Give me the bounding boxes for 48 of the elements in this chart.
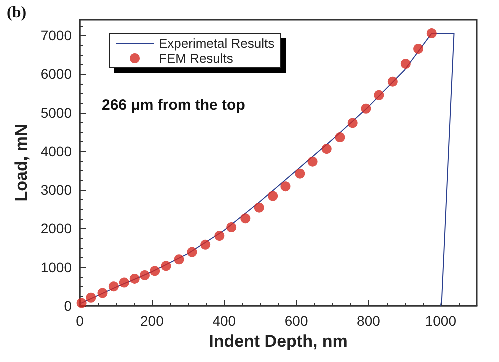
point xyxy=(187,247,198,258)
legend-label: Experimetal Results xyxy=(159,36,276,51)
point xyxy=(140,270,150,280)
point xyxy=(98,288,108,298)
point xyxy=(200,240,211,250)
point xyxy=(174,254,184,265)
point xyxy=(130,274,140,284)
y-tick-label: 2000 xyxy=(40,220,72,237)
y-tick-label: 1000 xyxy=(40,259,72,276)
x-tick-label: 400 xyxy=(212,313,236,329)
point xyxy=(400,59,411,70)
point xyxy=(426,28,437,39)
y-tick-label: 5000 xyxy=(40,104,72,121)
x-tick-label: 200 xyxy=(140,313,164,329)
point xyxy=(150,266,160,276)
point xyxy=(268,191,278,202)
point xyxy=(240,214,251,224)
point xyxy=(86,292,96,303)
point xyxy=(226,222,237,233)
point xyxy=(161,261,172,272)
point xyxy=(388,76,398,87)
point xyxy=(108,282,119,292)
x-tick-label: 600 xyxy=(284,313,308,329)
point xyxy=(374,90,384,100)
y-tick-label: 4000 xyxy=(40,143,72,160)
point xyxy=(348,118,358,128)
point xyxy=(214,231,225,242)
point xyxy=(361,104,372,114)
point xyxy=(280,182,291,192)
annotation: 266 μm from the top xyxy=(102,97,246,114)
point xyxy=(335,132,346,142)
y-tick-label: 7000 xyxy=(40,27,72,44)
y-tick-label: 0 xyxy=(64,298,72,314)
x-tick-label: 800 xyxy=(357,313,381,329)
point xyxy=(308,156,318,167)
point xyxy=(322,144,332,154)
x-tick-label: 1000 xyxy=(425,313,457,329)
y-tick-label: 6000 xyxy=(40,66,72,82)
y-axis-title: Load, mN xyxy=(12,124,31,202)
point xyxy=(119,278,130,288)
legend-label: FEM Results xyxy=(159,51,234,66)
point xyxy=(254,202,264,213)
point xyxy=(414,44,424,54)
chart-title: (b) xyxy=(7,4,27,22)
x-axis-title: Indent Depth, nm xyxy=(209,332,348,351)
y-tick-label: 3000 xyxy=(40,182,72,198)
x-tick-label: 0 xyxy=(76,313,84,329)
point xyxy=(295,168,306,179)
